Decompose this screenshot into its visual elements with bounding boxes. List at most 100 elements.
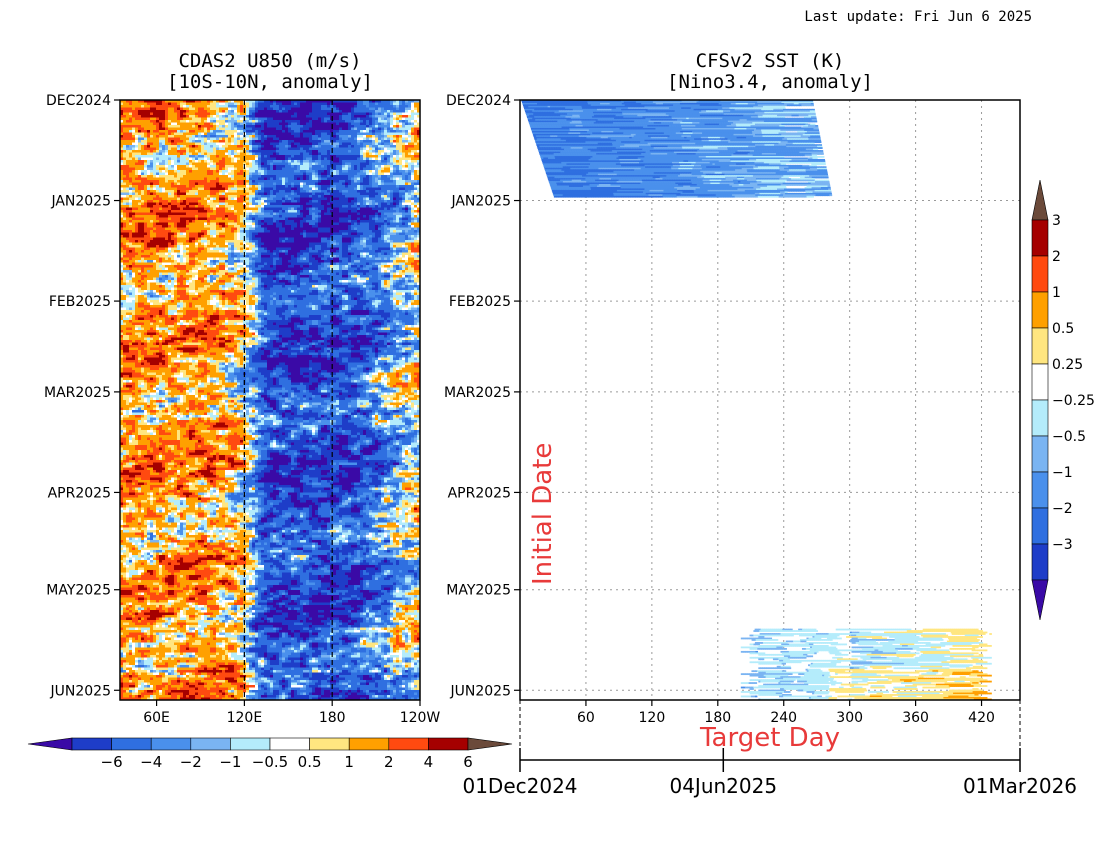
u850-cell [396, 162, 400, 166]
u850-cell [321, 137, 325, 141]
u850-cell [150, 157, 154, 161]
u850-cell [219, 102, 223, 106]
u850-cell [342, 167, 346, 171]
u850-cell [405, 187, 409, 191]
u850-cell [378, 202, 382, 206]
u850-cell [171, 217, 175, 221]
u850-cell [129, 130, 133, 133]
u850-cell [168, 105, 172, 108]
u850-cell [297, 220, 301, 223]
u850-cell [237, 122, 241, 126]
u850-cell [276, 205, 280, 208]
u850-cell [285, 212, 289, 216]
u850-cell [240, 112, 244, 116]
u850-cell [171, 135, 175, 138]
u850-cell [231, 195, 235, 198]
u850-cell [186, 185, 190, 188]
u850-cell [369, 152, 373, 156]
u850-cell [183, 127, 187, 131]
u850-cell [201, 110, 205, 113]
u850-cell [123, 120, 127, 123]
u850-cell [348, 117, 352, 121]
u850-cell [207, 197, 211, 201]
u850-cell [372, 205, 376, 208]
u850-cell [381, 120, 385, 123]
u850-cell [234, 182, 238, 186]
u850-cell [333, 207, 337, 211]
u850-cell [195, 212, 199, 216]
u850-cell [357, 155, 361, 158]
u850-cell [207, 170, 211, 173]
u850-cell [411, 175, 415, 178]
u850-cell [336, 157, 340, 161]
u850-cell [192, 180, 196, 183]
u850-cell [189, 167, 193, 171]
u850-cell [321, 180, 325, 183]
u850-cell [249, 137, 253, 141]
u850-cell [375, 160, 379, 163]
u850-cell [414, 215, 418, 218]
u850-cell [156, 207, 160, 211]
u850-cell [354, 170, 358, 173]
u850-cell [189, 202, 193, 206]
u850-cell [144, 125, 148, 128]
u850-cell [333, 167, 337, 171]
u850-cell [306, 185, 310, 188]
u850-cell [126, 110, 130, 113]
u850-cell [177, 222, 181, 226]
u850-cell [318, 197, 322, 201]
u850-cell [360, 160, 364, 163]
u850-cell [360, 147, 364, 151]
u850-cell [411, 177, 415, 181]
u850-cell [171, 165, 175, 168]
u850-cell [360, 117, 364, 121]
u850-cell [144, 190, 148, 193]
u850-cell [279, 110, 283, 113]
u850-cell [132, 175, 136, 178]
u850-cell [165, 202, 169, 206]
u850-cell [375, 100, 379, 103]
u850-cell [231, 112, 235, 116]
u850-cell [186, 145, 190, 148]
u850-cell [210, 130, 214, 133]
u850-cell [336, 152, 340, 156]
u850-cell [195, 160, 199, 163]
u850-cell [312, 180, 316, 183]
u850-cell [315, 127, 319, 131]
u850-cell [318, 182, 322, 186]
u850-cell [246, 102, 250, 106]
u850-cell [150, 167, 154, 171]
u850-cell [348, 162, 352, 166]
u850-cell [378, 165, 382, 168]
u850-cell [258, 145, 262, 148]
u850-cell [315, 177, 319, 181]
u850-cell [297, 162, 301, 166]
u850-cell [360, 185, 364, 188]
u850-cell [366, 217, 370, 221]
u850-cell [252, 102, 256, 106]
u850-cell [402, 212, 406, 216]
u850-cell [207, 187, 211, 191]
u850-cell [360, 210, 364, 213]
u850-cell [162, 110, 166, 113]
u850-cell [207, 172, 211, 176]
u850-cell [381, 212, 385, 216]
u850-cell [219, 205, 223, 208]
u850-cell [180, 200, 184, 203]
u850-cell [204, 170, 208, 173]
u850-cell [264, 187, 268, 191]
u850-cell [366, 122, 370, 126]
u850-cell [141, 107, 145, 111]
u850-cell [147, 127, 151, 131]
u850-cell [225, 210, 229, 213]
u850-cell [156, 190, 160, 193]
u850-cell [294, 177, 298, 181]
u850-cell [159, 170, 163, 173]
u850-cell [384, 160, 388, 163]
u850-cell [402, 182, 406, 186]
u850-cell [135, 182, 139, 186]
u850-cell [300, 140, 304, 143]
u850-cell [288, 212, 292, 216]
u850-cell [240, 200, 244, 203]
u850-cell [231, 205, 235, 208]
